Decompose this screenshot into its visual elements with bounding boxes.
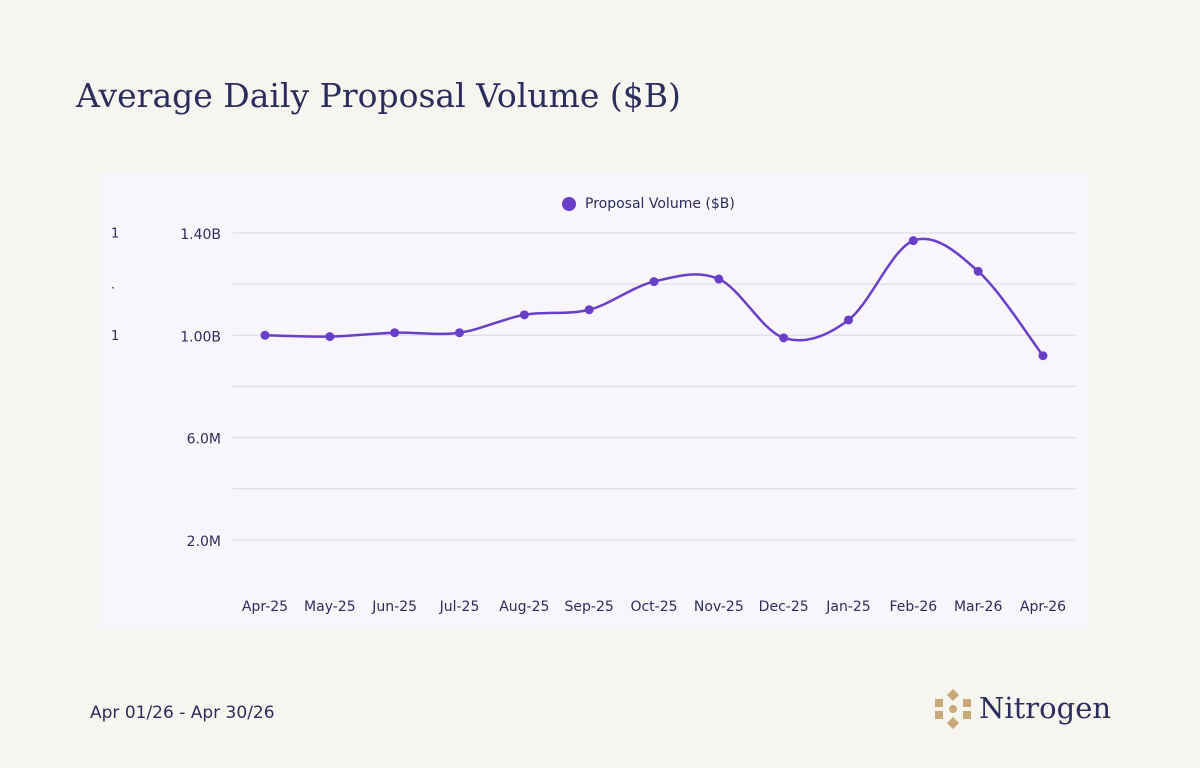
data-point — [519, 310, 529, 320]
data-point — [455, 328, 464, 338]
data-point — [973, 266, 983, 276]
data-point — [908, 236, 918, 246]
x-tick-label: Oct-25 — [630, 599, 677, 615]
x-tick-label: Jun-25 — [371, 599, 417, 615]
x-tick-label: May-25 — [304, 599, 356, 615]
data-point — [779, 333, 789, 343]
x-tick-label: Jul-25 — [439, 599, 480, 615]
data-point — [714, 274, 724, 284]
y-stub-label: 1 — [111, 227, 119, 242]
date-range: Apr 01/26 - Apr 30/26 — [90, 703, 275, 723]
legend-label: Proposal Volume ($B) — [585, 196, 735, 212]
y-tick-label: 6.0M — [187, 432, 221, 448]
x-tick-label: Apr-25 — [242, 599, 288, 615]
brand-logo: Nitrogen — [935, 689, 1111, 729]
y-stub-label: 1 — [111, 329, 119, 344]
y-tick-label: 1.40B — [180, 227, 221, 243]
y-stub-label: . — [111, 278, 115, 293]
chart-title: Average Daily Proposal Volume ($B) — [75, 76, 681, 115]
y-tick-label: 1.00B — [180, 329, 221, 345]
x-tick-label: Apr-26 — [1020, 599, 1066, 615]
data-point — [649, 277, 659, 287]
x-tick-label: Sep-25 — [565, 599, 614, 615]
y-tick-label: 2.0M — [187, 534, 221, 550]
data-point — [325, 332, 335, 342]
x-tick-label: Dec-25 — [759, 599, 809, 615]
x-tick-label: Jan-25 — [825, 599, 870, 615]
x-tick-label: Feb-26 — [890, 599, 938, 615]
brand-name: Nitrogen — [979, 691, 1111, 725]
data-point — [260, 330, 270, 340]
legend-marker — [562, 197, 576, 211]
chart-card — [98, 173, 1088, 628]
data-point — [844, 315, 853, 325]
data-point — [390, 328, 400, 338]
x-tick-label: Mar-26 — [954, 599, 1002, 615]
data-point — [1038, 351, 1048, 361]
x-tick-label: Aug-25 — [499, 599, 549, 615]
x-tick-label: Nov-25 — [694, 599, 744, 615]
data-point — [584, 305, 594, 315]
